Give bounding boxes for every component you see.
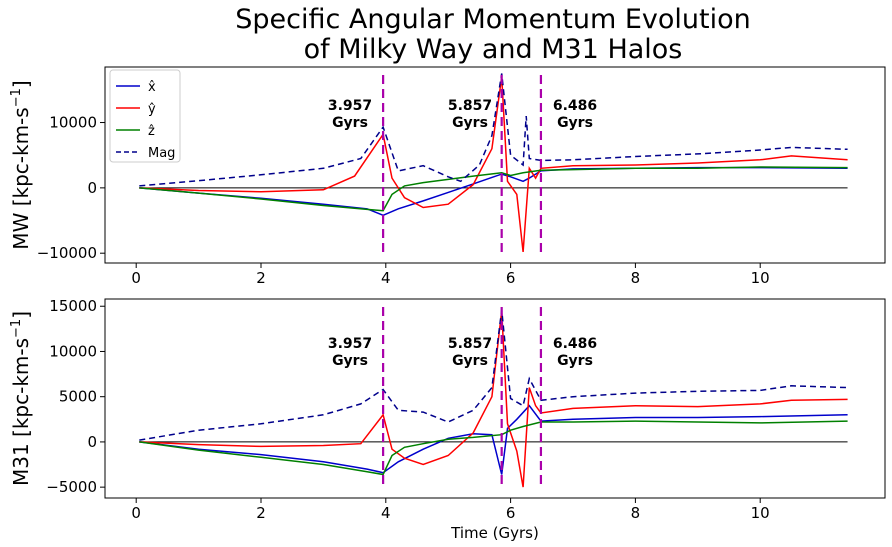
series-z-line [139,166,848,212]
y-tick-label: 0 [87,433,97,451]
x-tick-label: 0 [131,269,141,287]
x-tick-label: 0 [131,504,141,522]
annotation-unit-3: Gyrs [557,353,593,369]
y-axis-label: MW [kpc-km-s−1] [9,80,33,249]
plot-frame [104,66,886,264]
legend-label-x: x̂ [148,80,156,95]
x-tick-label: 4 [381,504,391,522]
annotation-value-2: 5.857 [448,336,492,352]
annotation-value-3: 6.486 [553,336,597,352]
annotation-value-3: 6.486 [553,98,597,114]
legend: x̂ ŷẑ Mag [109,69,181,163]
x-tick-label: 6 [506,269,516,287]
y-tick-label: −10000 [37,244,97,262]
series-mag-line [139,73,848,187]
plot-frame [104,298,886,499]
x-tick-label: 4 [381,269,391,287]
series-mag-line [139,309,848,441]
x-tick-label: 10 [751,269,770,287]
x-tick-label: 2 [256,504,266,522]
annotation-value-1: 3.957 [328,336,372,352]
y-axis-label: M31 [kpc-km-s−1] [9,311,33,486]
series-z-line [139,420,848,476]
annotation-unit-1: Gyrs [332,353,368,369]
series-x-line [139,404,848,475]
legend-label-z: ẑ [148,124,155,139]
legend-frame [109,69,181,163]
y-tick-label: 15000 [49,297,97,315]
y-tick-label: −5000 [46,478,97,496]
legend-label-mag: Mag [148,146,175,161]
x-tick-label: 8 [631,269,641,287]
x-tick-label: 8 [631,504,641,522]
x-tick-label: 2 [256,269,266,287]
legend-label-y: ŷ [148,102,156,117]
x-tick-label: 6 [506,504,516,522]
y-tick-label: 10000 [49,342,97,360]
series-y-line [139,76,848,252]
annotation-unit-2: Gyrs [452,115,488,131]
y-tick-label: 0 [87,179,97,197]
y-tick-label: 10000 [49,114,97,132]
annotation-unit-3: Gyrs [557,115,593,131]
chart-title-line-1: Specific Angular Momentum Evolution [235,4,751,35]
x-tick-label: 10 [751,504,770,522]
annotation-unit-2: Gyrs [452,353,488,369]
y-tick-label: 5000 [59,388,97,406]
annotation-value-1: 3.957 [328,98,372,114]
annotation-unit-1: Gyrs [332,115,368,131]
series-y-line [139,310,848,488]
x-axis-label: Time (Gyrs) [450,524,539,542]
annotation-value-2: 5.857 [448,98,492,114]
chart-title-line-2: of Milky Way and M31 Halos [304,34,683,65]
